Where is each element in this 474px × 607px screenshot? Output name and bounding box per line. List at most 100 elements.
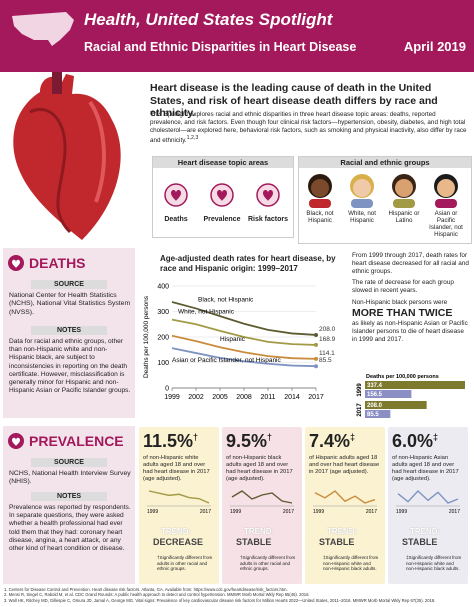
- card-note: ‡Significantly different from non-Hispan…: [323, 555, 379, 571]
- icon-heart: [171, 190, 181, 201]
- series-line: [171, 301, 317, 336]
- topic-label: Deaths: [164, 216, 188, 223]
- heart-illustration: [13, 72, 121, 240]
- y-tick-label: 300: [157, 309, 169, 316]
- category-label: 1999: [357, 383, 363, 397]
- sparkline-x-label: 2017: [449, 509, 460, 515]
- deaths-icon: [8, 255, 24, 271]
- end-label: 85.5: [319, 357, 332, 364]
- card-value: 7.4%‡: [309, 431, 355, 452]
- deaths-title: DEATHS: [29, 255, 86, 271]
- source-label: SOURCE: [31, 458, 107, 467]
- summary-p2: The rate of decrease for each group slow…: [352, 279, 454, 294]
- sparkline-x-label: 2017: [366, 509, 377, 515]
- series-line: [171, 318, 317, 346]
- group-label: Hispanic or Latino: [388, 210, 420, 225]
- face: [311, 179, 329, 197]
- shoulders: [435, 199, 457, 208]
- face: [437, 179, 455, 197]
- groups-title: Racial and ethnic groups: [299, 157, 471, 168]
- card-text: of non-Hispanic black adults aged 18 and…: [226, 455, 293, 482]
- face: [395, 179, 413, 197]
- y-axis-label: Deaths per 100,000 persons: [143, 295, 150, 378]
- sparkline-line: [314, 490, 376, 504]
- face: [353, 179, 371, 197]
- series-line: [171, 334, 317, 360]
- line-chart: 0 100 200 300 400 1999 2002 2005 2008 2011 2014 201…: [143, 284, 336, 402]
- shoulders: [309, 199, 331, 208]
- x-tick-label: 2017: [308, 394, 324, 401]
- category-label: 2017: [357, 403, 363, 417]
- group-icon: [350, 174, 374, 208]
- end-label: 114.1: [319, 350, 335, 357]
- bar: [365, 381, 465, 389]
- us-map-icon: [12, 12, 74, 46]
- date: April 2019: [403, 39, 466, 54]
- topic-label: Prevalence: [203, 216, 241, 223]
- end-label: 168.9: [319, 336, 336, 343]
- card-text: of Hispanic adults aged 18 and over had …: [309, 455, 380, 475]
- card-text: of non-Hispanic Asian adults aged 18 and…: [392, 455, 459, 482]
- sparkline-x-label: 1999: [230, 509, 241, 515]
- trend-value: STABLE: [236, 537, 272, 547]
- sparkline-x-label: 1999: [313, 509, 324, 515]
- trend-label: TREND:: [327, 527, 358, 536]
- topic-icon: [164, 183, 188, 207]
- x-tick-label: 2002: [188, 394, 204, 401]
- prevalence-card: 7.4%‡ of Hispanic adults aged 18 and over…: [305, 427, 385, 584]
- end-point: [314, 342, 318, 347]
- topic-icon: [256, 183, 280, 207]
- notes-text: Data for racial and ethnic groups, other…: [9, 338, 131, 395]
- intro-text: This Spotlight explores racial and ethni…: [150, 111, 467, 144]
- topic-icon: [210, 183, 234, 207]
- trend-label: TREND:: [410, 527, 441, 536]
- footnotes: 1. Centers for Disease Control and Preve…: [4, 587, 470, 603]
- x-tick-label: 2008: [236, 394, 252, 401]
- group-label: Black, not Hispanic: [306, 210, 334, 225]
- footnote: 2. Mensi R, Siegel C, Rabold M, et al. C…: [4, 592, 310, 598]
- group-label: White, not Hispanic: [348, 210, 376, 225]
- card-mark: ‡: [433, 432, 439, 442]
- trend-value: STABLE: [319, 537, 355, 547]
- x-tick-label: 1999: [164, 394, 180, 401]
- series-label: Black, not Hispanic: [198, 296, 254, 303]
- summary-emphasis: MORE THAN TWICE: [352, 307, 453, 319]
- end-point: [314, 364, 318, 369]
- card-percent: 7.4%: [309, 431, 351, 451]
- title: Health, United States Spotlight: [84, 10, 333, 29]
- end-label: 208.0: [319, 326, 336, 333]
- y-tick-label: 400: [157, 284, 169, 291]
- bar-label: 337.4: [367, 383, 383, 389]
- prevalence-title: PREVALENCE: [29, 433, 124, 449]
- sparkline-x-label: 1999: [396, 509, 407, 515]
- prevalence-icon: [8, 433, 24, 449]
- card-percent: 6.0%: [392, 431, 434, 451]
- icon-heart: [263, 190, 273, 201]
- bar-label: 85.5: [367, 412, 379, 418]
- intro-body: This Spotlight explores racial and ethni…: [150, 111, 468, 145]
- sparkline: 1999 2017: [230, 490, 294, 515]
- sparkline-line: [397, 490, 459, 504]
- series-label: Asian or Pacific Islander, not Hispanic: [172, 357, 281, 364]
- footnote: 1. Centers for Disease Control and Preve…: [4, 587, 288, 592]
- groups-box: Racial and ethnic groups: [298, 156, 472, 244]
- bar: [365, 410, 391, 418]
- card-mark: †: [193, 432, 199, 442]
- card-value: 9.5%†: [226, 431, 272, 452]
- topic-label: Risk factors: [247, 216, 289, 223]
- trend-label: TREND:: [161, 527, 192, 536]
- sparkline-x-label: 2017: [283, 509, 294, 515]
- notes-label: NOTES: [31, 326, 107, 335]
- trend-value: DECREASE: [153, 537, 204, 547]
- source-label: SOURCE: [31, 280, 107, 289]
- topic-title: Heart disease topic areas: [153, 157, 293, 168]
- intro-ref: 1,2,3: [186, 134, 199, 141]
- bar: [365, 401, 427, 409]
- group-icon: [434, 174, 458, 208]
- series-label: White, not Hispanic: [178, 309, 235, 316]
- prevalence-card: 11.5%† of non-Hispanic white adults aged …: [139, 427, 219, 584]
- card-percent: 9.5%: [226, 431, 268, 451]
- shoulders: [351, 199, 373, 208]
- icon-heart: [217, 190, 227, 201]
